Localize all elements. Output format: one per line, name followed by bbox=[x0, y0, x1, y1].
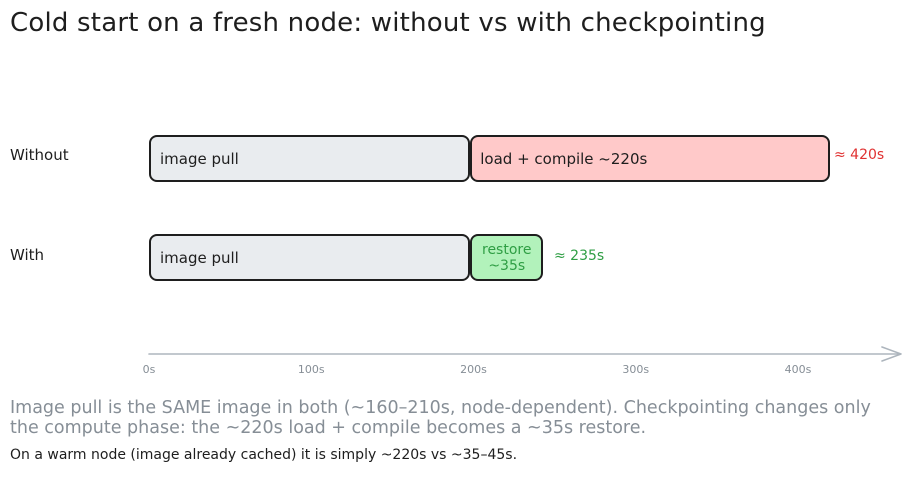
image-pull-bar-with: image pull bbox=[149, 234, 471, 281]
image-pull-bar-without: image pull bbox=[149, 135, 471, 182]
tick-label-200s: 200s bbox=[460, 363, 487, 376]
tick-label-100s: 100s bbox=[297, 363, 325, 376]
row-label-with: With bbox=[10, 246, 45, 264]
load-compile-bar: load + compile ~220s bbox=[470, 135, 831, 182]
tick-label-0s: 0s bbox=[142, 363, 156, 376]
load-compile-label: load + compile ~220s bbox=[480, 149, 648, 168]
image-pull-label: image pull bbox=[160, 149, 239, 168]
row-label-without: Without bbox=[10, 146, 69, 164]
image-pull-label: image pull bbox=[160, 248, 239, 267]
total-with: ≈ 235s bbox=[554, 248, 605, 264]
tick-label-300s: 300s bbox=[622, 363, 650, 376]
total-without: ≈ 420s bbox=[834, 147, 885, 163]
diagram-title: Cold start on a fresh node: without vs w… bbox=[10, 8, 766, 38]
warm-node-note: On a warm node (image already cached) it… bbox=[10, 447, 518, 463]
restore-bar: restore ~35s bbox=[470, 234, 544, 281]
explanation-note: Image pull is the SAME image in both (~1… bbox=[10, 398, 871, 438]
tick-label-400s: 400s bbox=[784, 363, 812, 376]
time-axis-arrowhead bbox=[881, 346, 902, 362]
restore-label: restore ~35s bbox=[482, 241, 532, 274]
